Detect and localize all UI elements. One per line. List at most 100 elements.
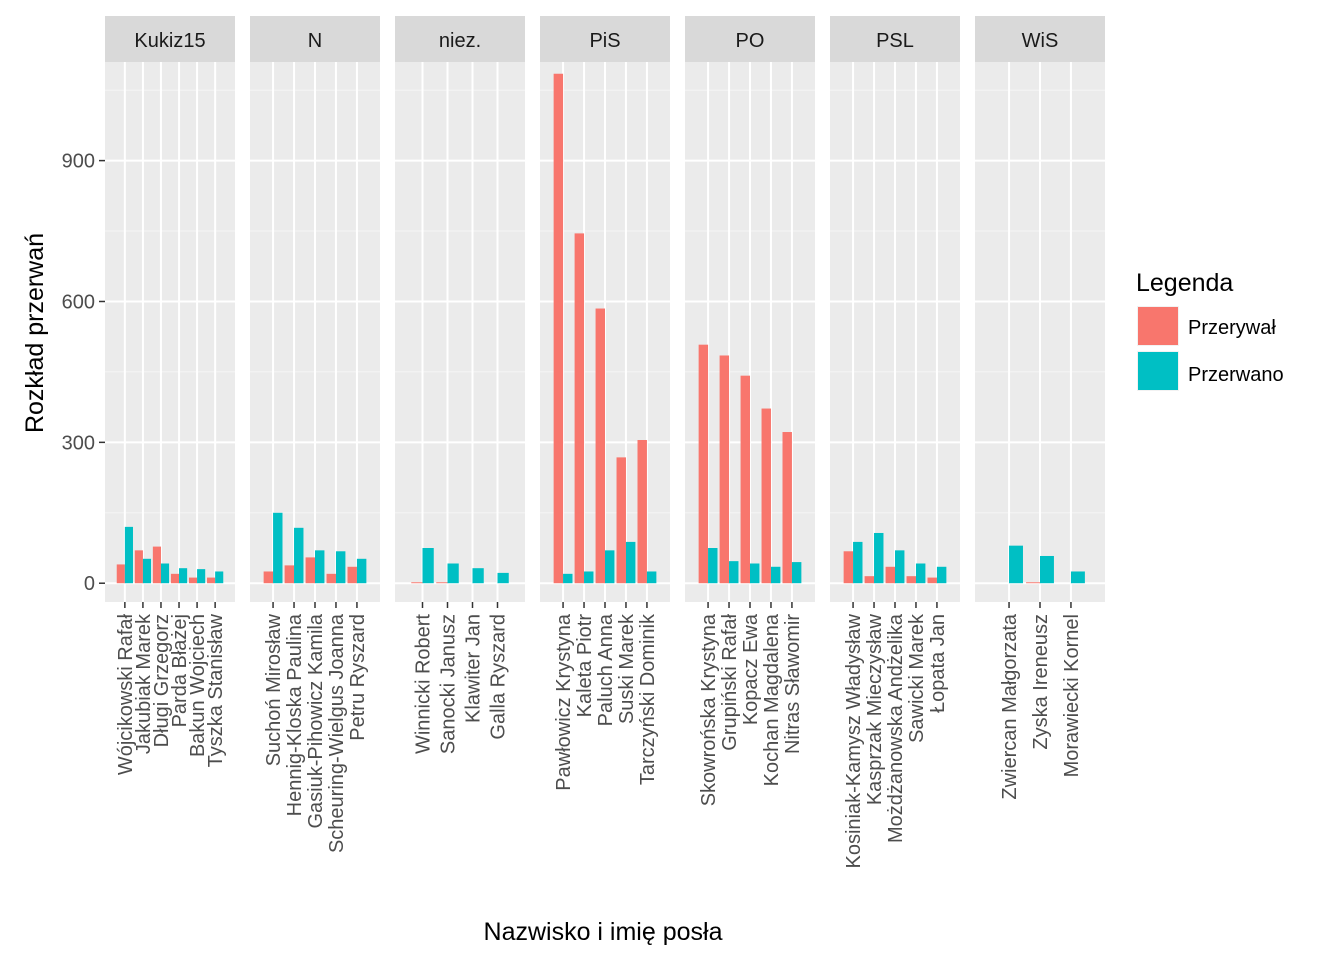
facet-niez: niez. Winnicki Robert Sanocki Janusz Klawit… (395, 16, 525, 754)
legend-swatch-przerwano (1138, 352, 1178, 390)
bar-zwiercan-malgorzata-przerwano (1009, 545, 1023, 584)
facet-strip-niez (395, 16, 525, 62)
bar-wojcikowski-rafal-przerywal (116, 564, 125, 584)
bar-sanocki-janusz-przerwano (447, 563, 459, 584)
bar-grupinski-rafal-przerwano (729, 561, 739, 584)
bar-kasprzak-mieczyslaw-przerwano (874, 532, 884, 584)
facet-strip-n (250, 16, 380, 62)
bar-petru-ryszard-przerywal (347, 566, 357, 584)
bar-sawicki-marek-przerwano (915, 563, 926, 584)
bar-lopata-jan-przerywal (927, 577, 937, 584)
bar-paluch-anna-przerywal (595, 308, 605, 584)
bar-dlugi-grzegorz-przerywal (152, 546, 161, 584)
x-tick-label: Morawiecki Kornel (1061, 614, 1083, 777)
y-tick-label: 600 (62, 291, 95, 313)
facet-strip-label: PSL (876, 30, 914, 52)
bar-winnicki-robert-przerwano (422, 548, 434, 584)
x-tick-label: Hennig-Kloska Paulina (284, 613, 306, 816)
bar-parda-blazej-przerwano (179, 568, 188, 584)
bar-skowronska-krystyna-przerwano (708, 548, 718, 584)
x-tick-label: Łopata Jan (927, 614, 949, 713)
facet-strip-label: Kukiz15 (134, 30, 205, 52)
bar-kopacz-ewa-przerywal (740, 375, 750, 584)
bar-suchon-miroslaw-przerywal (263, 571, 274, 584)
panel-background (105, 62, 235, 602)
bar-gasiuk-pihowicz-kamila-przerywal (305, 557, 315, 584)
facet-strip-po (685, 16, 815, 62)
x-tick-label: Pawłowicz Krystyna (553, 613, 575, 791)
x-tick-label: Kaleta Piotr (574, 614, 596, 718)
x-tick-label: Kosiniak-Kamysz Władysław (843, 613, 865, 868)
x-tick-label: Paluch Anna (595, 613, 617, 726)
bar-wojcikowski-rafal-przerwano (124, 526, 133, 584)
bar-zyska-ireneusz-przerywal (1026, 582, 1040, 584)
bar-petru-ryszard-przerwano (356, 558, 367, 584)
bar-nitras-slawomir-przerywal (782, 432, 792, 584)
x-tick-label: Tyszka Stanisław (205, 613, 227, 767)
x-tick-label: Zwiercan Małgorzata (999, 613, 1021, 800)
bar-winnicki-robert-przerywal (411, 582, 423, 584)
bar-kasprzak-mieczyslaw-przerywal (864, 576, 875, 584)
bar-zyska-ireneusz-przerwano (1040, 555, 1054, 584)
bar-paluch-anna-przerwano (605, 550, 615, 584)
x-tick-label: Tarczyński Dominik (637, 613, 659, 785)
bar-tyszka-stanislaw-przerwano (215, 571, 224, 584)
legend-swatch-przerywal (1138, 307, 1178, 345)
bar-kosiniak-kamysz-wladyslaw-przerywal (843, 551, 854, 584)
bar-parda-blazej-przerywal (170, 573, 180, 584)
x-tick-label: Możdżanowska Andżelika (885, 613, 907, 843)
x-tick-label: Nitras Sławomir (782, 614, 804, 754)
legend-label-przerywal: Przerywał (1188, 317, 1276, 339)
x-tick-label: Kasprzak Mieczysław (864, 613, 886, 805)
x-tick-label: Kochan Magdalena (761, 613, 783, 786)
bar-kochan-magdalena-przerwano (770, 566, 781, 584)
y-axis: 0 300 600 900 (62, 151, 105, 595)
bar-kosiniak-kamysz-wladyslaw-przerwano (853, 541, 863, 584)
bar-mozdzanowska-andzelika-przerywal (885, 566, 895, 584)
bar-dlugi-grzegorz-przerwano (160, 563, 170, 584)
facet-wis: WiS Zwiercan Małgorzata Zyska Ireneusz Mora… (975, 16, 1105, 800)
bar-mozdzanowska-andzelika-przerwano (895, 550, 905, 584)
bar-suchon-miroslaw-przerwano (273, 512, 283, 584)
x-tick-label: Grupiński Rafał (719, 613, 741, 750)
x-tick-label: Winnicki Robert (413, 614, 435, 754)
x-tick-label: Sanocki Janusz (438, 614, 460, 754)
facet-strip-label: PO (736, 30, 765, 52)
x-tick-label: Długi Grzegorz (151, 614, 173, 747)
x-tick-label: Jakubiak Marek (133, 613, 155, 754)
panel-background (395, 62, 525, 602)
x-tick-label: Suski Marek (616, 613, 638, 724)
bar-scheuring-wielgus-joanna-przerwano (335, 551, 346, 584)
legend-label-przerwano: Przerwano (1188, 364, 1284, 386)
bar-jakubiak-marek-przerwano (142, 558, 152, 584)
facet-strip-label: niez. (439, 30, 481, 52)
facet-strip-kukiz15 (105, 16, 235, 62)
x-tick-label: Galla Ryszard (488, 614, 510, 740)
y-axis-title: Rozkład przerwań (21, 233, 49, 433)
bar-hennig-kloska-paulina-przerwano (294, 527, 304, 584)
bar-bakun-wojciech-przerwano (197, 569, 206, 584)
bar-kaleta-piotr-przerwano (584, 571, 594, 584)
bar-tarczynski-dominik-przerywal (637, 440, 647, 584)
bar-nitras-slawomir-przerwano (791, 562, 802, 584)
y-tick-label: 0 (84, 573, 95, 595)
x-tick-label: Wójcikowski Rafał (115, 613, 137, 775)
facet-strip-label: N (308, 30, 322, 52)
bar-sanocki-janusz-przerywal (436, 582, 448, 584)
bar-lopata-jan-przerwano (936, 566, 947, 584)
x-tick-label: Bakun Wojciech (187, 614, 209, 757)
bar-hennig-kloska-paulina-przerywal (284, 565, 295, 584)
facet-strip-pis (540, 16, 670, 62)
bar-grupinski-rafal-przerywal (719, 355, 730, 584)
bar-kochan-magdalena-przerywal (761, 408, 771, 584)
bar-sawicki-marek-przerywal (906, 576, 916, 584)
x-tick-label: Petru Ryszard (347, 614, 369, 741)
bar-skowronska-krystyna-przerywal (698, 344, 709, 584)
